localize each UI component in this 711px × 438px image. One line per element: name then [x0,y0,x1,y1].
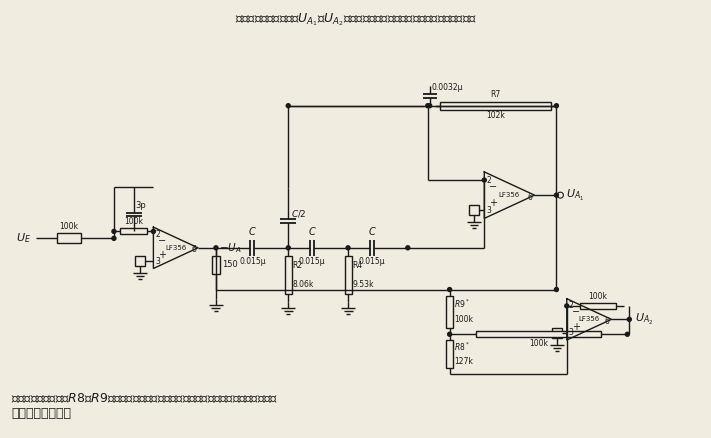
Bar [439,102,552,110]
Bar [120,229,147,234]
Bar [212,256,220,274]
Text: 0.0032μ: 0.0032μ [432,83,463,92]
Text: 102k: 102k [486,111,505,120]
Text: LF356: LF356 [499,192,520,198]
Text: 3: 3 [156,257,160,266]
Bar [285,256,292,294]
Bar [469,205,479,215]
Bar [579,303,616,309]
Text: 100k: 100k [589,292,607,301]
Bar [552,328,562,338]
Circle shape [555,193,558,197]
Text: 0.015μ: 0.015μ [358,257,385,266]
Text: 6: 6 [191,245,196,254]
Text: 100k: 100k [60,223,79,231]
Text: 3: 3 [569,328,574,337]
Text: 8.06k: 8.06k [293,280,314,289]
Bar [446,340,453,368]
Text: −: − [572,307,580,317]
Text: 100k: 100k [124,217,143,226]
Circle shape [406,246,410,250]
Text: 0.015μ: 0.015μ [239,257,266,266]
Text: $R8^*$: $R8^*$ [454,341,470,353]
Text: 2: 2 [569,301,574,311]
Text: LF356: LF356 [165,245,186,251]
Text: 150: 150 [222,260,237,269]
Text: $R9^*$: $R9^*$ [454,298,470,310]
Bar [136,256,146,266]
Circle shape [627,318,631,321]
Bar [446,296,453,328]
Text: $U_E$: $U_E$ [16,231,31,245]
Circle shape [151,230,156,233]
Text: R2: R2 [293,261,303,270]
Text: 二者不对称，电路中$R8$和$R9$两个电阻之间应精确地协调，以消除因电容值的误差引起高频: 二者不对称，电路中$R8$和$R9$两个电阻之间应精确地协调，以消除因电容值的误… [11,392,279,405]
Text: 0.015μ: 0.015μ [299,257,326,266]
Text: 100k: 100k [529,339,548,348]
Text: $-U_A$: $-U_A$ [219,241,242,255]
Text: 127k: 127k [454,357,473,366]
Text: +: + [159,250,166,260]
Text: −: − [489,182,498,192]
Circle shape [346,246,350,250]
Text: 传递系数的变化。: 传递系数的变化。 [11,407,71,420]
Circle shape [112,230,116,233]
Text: $U_{A_1}$: $U_{A_1}$ [567,187,584,203]
Circle shape [112,237,116,240]
Text: LF356: LF356 [579,316,599,322]
Circle shape [426,104,429,108]
Circle shape [555,104,558,108]
Text: R4: R4 [353,261,363,270]
Text: $U_{A_2}$: $U_{A_2}$ [636,312,653,327]
Circle shape [287,104,290,108]
Text: −: − [159,236,166,246]
Text: 3p: 3p [136,201,146,210]
Text: $C$: $C$ [368,225,376,237]
Text: $C$: $C$ [308,225,316,237]
Text: $C/2$: $C/2$ [292,208,307,219]
Text: 2: 2 [156,230,160,239]
Text: 6: 6 [528,193,533,201]
Circle shape [448,288,451,292]
Bar [57,233,81,244]
Text: R7: R7 [491,90,501,99]
Circle shape [287,246,290,250]
Circle shape [565,304,569,308]
Bar [476,331,601,337]
Text: 3: 3 [486,206,491,215]
Text: 2: 2 [486,176,491,184]
Text: +: + [572,321,579,332]
Text: 100k: 100k [454,315,473,324]
Text: 6: 6 [604,317,609,326]
Circle shape [626,332,629,336]
Text: 9.53k: 9.53k [353,280,374,289]
Circle shape [482,178,486,182]
Text: +: + [489,198,497,208]
Circle shape [428,104,432,108]
Circle shape [448,332,451,336]
Circle shape [214,246,218,250]
Circle shape [555,288,558,292]
Text: 三阶滤波器有两路输出$U_{A_1}$和$U_{A_2}$，前者为高通滤波输出，后者为低通滤波输出。: 三阶滤波器有两路输出$U_{A_1}$和$U_{A_2}$，前者为高通滤波输出，… [235,11,477,28]
Text: $C$: $C$ [248,225,257,237]
Bar [345,256,351,294]
